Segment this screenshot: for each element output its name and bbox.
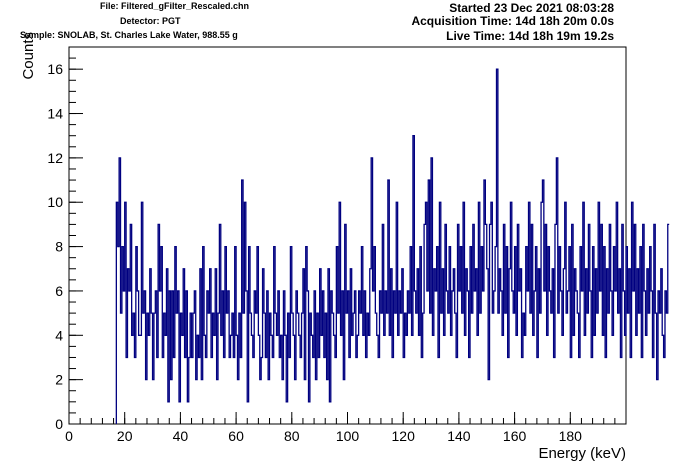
started-label: Started 23 Dec 2021 08:03:28	[449, 1, 614, 15]
x-tick-label: 180	[559, 428, 583, 444]
y-tick-label: 8	[55, 239, 63, 255]
acquisition-time-label: Acquisition Time: 14d 18h 20m 0.0s	[411, 14, 614, 28]
x-tick-label: 80	[284, 428, 300, 444]
ticks: 0 20 40 60 80 100 120 140 160 180 0 2 4 6 8 10 12 14 16	[47, 46, 627, 444]
x-tick-label: 140	[447, 428, 471, 444]
y-tick-label: 4	[55, 327, 63, 343]
detector-label: Detector: PGT	[120, 16, 181, 26]
x-tick-label: 0	[65, 428, 73, 444]
y-axis-label: Counts	[20, 32, 37, 80]
y-tick-label: 12	[47, 150, 63, 166]
y-tick-label: 16	[47, 61, 63, 77]
x-tick-label: 60	[228, 428, 244, 444]
y-tick-label: 2	[55, 372, 63, 388]
y-tick-label: 6	[55, 283, 63, 299]
x-tick-label: 40	[173, 428, 189, 444]
sample-label: Sample: SNOLAB, St. Charles Lake Water, …	[20, 30, 238, 40]
x-axis-label: Energy (keV)	[538, 445, 626, 462]
x-tick-label: 120	[392, 428, 416, 444]
x-tick-label: 160	[503, 428, 527, 444]
file-label: File: Filtered_gFilter_Rescaled.chn	[100, 1, 250, 11]
x-tick-label: 20	[117, 428, 133, 444]
x-tick-label: 100	[336, 428, 360, 444]
y-tick-label: 0	[55, 416, 63, 432]
live-time-label: Live Time: 14d 18h 19m 19.2s	[446, 29, 614, 43]
histogram-series	[115, 68, 670, 424]
y-tick-label: 14	[47, 106, 63, 122]
y-tick-label: 10	[47, 194, 63, 210]
